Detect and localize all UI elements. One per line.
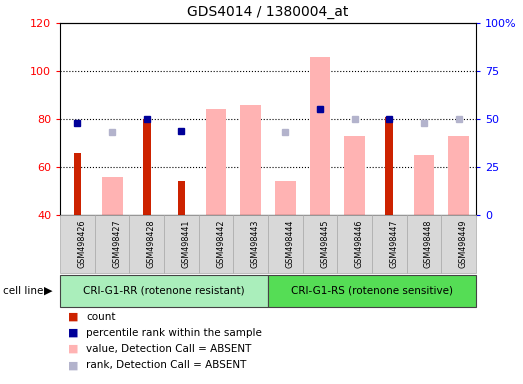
Bar [414, 155, 434, 215]
Text: GSM498448: GSM498448 [424, 220, 433, 268]
Bar [143, 119, 151, 215]
Text: GSM498446: GSM498446 [355, 220, 363, 268]
Bar [385, 117, 393, 215]
Bar [407, 215, 441, 273]
Bar [268, 215, 303, 273]
Bar [233, 215, 268, 273]
Text: GSM498444: GSM498444 [286, 220, 294, 268]
Text: ■: ■ [68, 344, 78, 354]
Bar [95, 215, 129, 273]
Text: CRI-G1-RR (rotenone resistant): CRI-G1-RR (rotenone resistant) [83, 286, 245, 296]
Bar [337, 215, 372, 273]
Bar [310, 56, 331, 215]
Text: GSM498426: GSM498426 [77, 220, 86, 268]
Text: cell line: cell line [3, 286, 43, 296]
Bar [344, 136, 365, 215]
Text: CRI-G1-RS (rotenone sensitive): CRI-G1-RS (rotenone sensitive) [291, 286, 453, 296]
Text: value, Detection Call = ABSENT: value, Detection Call = ABSENT [86, 344, 252, 354]
Bar [74, 152, 81, 215]
Bar [178, 181, 185, 215]
Text: ■: ■ [68, 312, 78, 322]
Bar [60, 215, 95, 273]
Text: percentile rank within the sample: percentile rank within the sample [86, 328, 262, 338]
Bar [303, 215, 337, 273]
Bar [101, 177, 122, 215]
Bar [441, 215, 476, 273]
Bar [448, 136, 469, 215]
Text: ▶: ▶ [44, 286, 53, 296]
Text: GSM498442: GSM498442 [216, 220, 225, 268]
Bar [275, 181, 295, 215]
Text: ■: ■ [68, 360, 78, 370]
Text: ■: ■ [68, 328, 78, 338]
Text: GSM498443: GSM498443 [251, 220, 260, 268]
Bar [129, 215, 164, 273]
Bar [268, 275, 476, 307]
Text: count: count [86, 312, 116, 322]
Text: GSM498428: GSM498428 [147, 220, 156, 268]
Text: rank, Detection Call = ABSENT: rank, Detection Call = ABSENT [86, 360, 247, 370]
Text: GSM498445: GSM498445 [320, 220, 329, 268]
Bar [372, 215, 407, 273]
Title: GDS4014 / 1380004_at: GDS4014 / 1380004_at [187, 5, 349, 19]
Bar [199, 215, 233, 273]
Bar [241, 104, 261, 215]
Bar [60, 275, 268, 307]
Bar [164, 215, 199, 273]
Text: GSM498427: GSM498427 [112, 220, 121, 268]
Text: GSM498447: GSM498447 [389, 220, 399, 268]
Text: GSM498449: GSM498449 [459, 220, 468, 268]
Text: GSM498441: GSM498441 [181, 220, 190, 268]
Bar [206, 109, 226, 215]
